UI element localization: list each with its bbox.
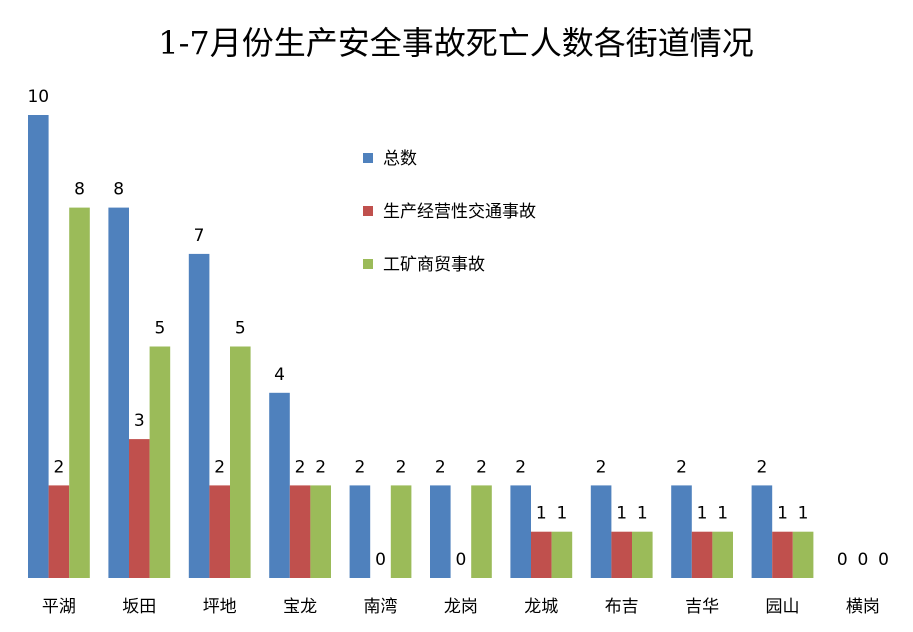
legend-label: 总数 [383, 149, 417, 169]
data-label-龙城-生产经营性交通事故: 1 [536, 504, 547, 524]
chart-title: 1-7月份生产安全事故死亡人数各街道情况 [158, 24, 754, 62]
data-label-龙岗-总数: 2 [435, 457, 446, 477]
bar-龙岗-总数 [430, 485, 451, 578]
bar-龙城-工矿商贸事故 [551, 531, 573, 578]
data-label-园山-工矿商贸事故: 1 [798, 504, 809, 524]
legend-swatch [363, 206, 373, 216]
data-label-坂田-生产经营性交通事故: 3 [134, 411, 145, 431]
bar-布吉-工矿商贸事故 [632, 531, 653, 578]
bar-园山-工矿商贸事故 [792, 531, 814, 578]
legend-swatch [363, 259, 373, 269]
bar-龙城-生产经营性交通事故 [531, 531, 552, 578]
category-label: 坂田 [122, 597, 156, 617]
data-label-宝龙-工矿商贸事故: 2 [315, 457, 326, 477]
category-label: 园山 [766, 597, 800, 617]
data-label-宝龙-生产经营性交通事故: 2 [295, 457, 306, 477]
data-label-坂田-总数: 8 [113, 180, 124, 200]
bar-龙岗-工矿商贸事故 [471, 485, 492, 578]
bar-园山-总数 [751, 485, 773, 578]
bar-坂田-总数 [108, 207, 129, 578]
data-label-园山-生产经营性交通事故: 1 [777, 504, 788, 524]
bar-平湖-生产经营性交通事故 [48, 485, 70, 578]
data-label-吉华-工矿商贸事故: 1 [717, 504, 728, 524]
data-label-布吉-生产经营性交通事故: 1 [616, 504, 627, 524]
data-label-平湖-生产经营性交通事故: 2 [53, 457, 64, 477]
data-label-南湾-总数: 2 [354, 457, 365, 477]
bar-布吉-总数 [590, 485, 612, 578]
category-label: 龙岗 [444, 597, 478, 617]
data-label-吉华-总数: 2 [676, 457, 687, 477]
category-label: 宝龙 [283, 597, 317, 617]
bar-南湾-工矿商贸事故 [390, 485, 412, 578]
bar-龙城-总数 [510, 485, 531, 578]
data-label-龙岗-生产经营性交通事故: 0 [455, 550, 466, 570]
category-label: 布吉 [605, 597, 639, 617]
data-label-平湖-总数: 10 [27, 87, 49, 107]
data-label-坂田-工矿商贸事故: 5 [154, 319, 165, 339]
category-label: 龙城 [524, 597, 558, 617]
category-label: 横岗 [846, 597, 880, 617]
bar-坪地-工矿商贸事故 [230, 346, 251, 578]
bar-坂田-生产经营性交通事故 [129, 439, 150, 578]
bar-坪地-总数 [188, 253, 210, 578]
legend-swatch [363, 153, 373, 163]
data-label-布吉-工矿商贸事故: 1 [637, 504, 648, 524]
data-label-宝龙-总数: 4 [274, 365, 285, 385]
category-label: 坪地 [203, 597, 237, 617]
data-label-横岗-工矿商贸事故: 0 [878, 550, 889, 570]
data-label-吉华-生产经营性交通事故: 1 [697, 504, 708, 524]
bar-坂田-工矿商贸事故 [149, 346, 171, 578]
data-label-南湾-工矿商贸事故: 2 [396, 457, 407, 477]
category-label: 平湖 [42, 597, 76, 617]
bar-平湖-工矿商贸事故 [69, 207, 90, 578]
bar-南湾-总数 [349, 485, 371, 578]
data-label-园山-总数: 2 [756, 457, 767, 477]
data-label-龙城-总数: 2 [515, 457, 526, 477]
bar-吉华-工矿商贸事故 [712, 531, 733, 578]
data-label-坪地-总数: 7 [194, 226, 205, 246]
data-label-布吉-总数: 2 [596, 457, 607, 477]
bar-吉华-生产经营性交通事故 [691, 531, 713, 578]
bar-平湖-总数 [28, 115, 49, 578]
data-label-平湖-工矿商贸事故: 8 [74, 180, 85, 200]
bar-宝龙-工矿商贸事故 [310, 485, 331, 578]
bar-坪地-生产经营性交通事故 [209, 485, 230, 578]
data-label-横岗-总数: 0 [837, 550, 848, 570]
data-label-南湾-生产经营性交通事故: 0 [375, 550, 386, 570]
data-label-坪地-工矿商贸事故: 5 [235, 319, 246, 339]
legend-label: 生产经营性交通事故 [383, 202, 536, 222]
bar-布吉-生产经营性交通事故 [611, 531, 632, 578]
category-label: 吉华 [685, 597, 719, 617]
bar-宝龙-总数 [269, 392, 290, 578]
data-label-龙城-工矿商贸事故: 1 [556, 504, 567, 524]
data-label-横岗-生产经营性交通事故: 0 [857, 550, 868, 570]
data-label-龙岗-工矿商贸事故: 2 [476, 457, 487, 477]
legend-label: 工矿商贸事故 [383, 255, 485, 275]
category-label: 南湾 [364, 597, 398, 617]
bar-宝龙-生产经营性交通事故 [289, 485, 311, 578]
bar-吉华-总数 [671, 485, 692, 578]
bar-园山-生产经营性交通事故 [772, 531, 793, 578]
data-label-坪地-生产经营性交通事故: 2 [214, 457, 225, 477]
